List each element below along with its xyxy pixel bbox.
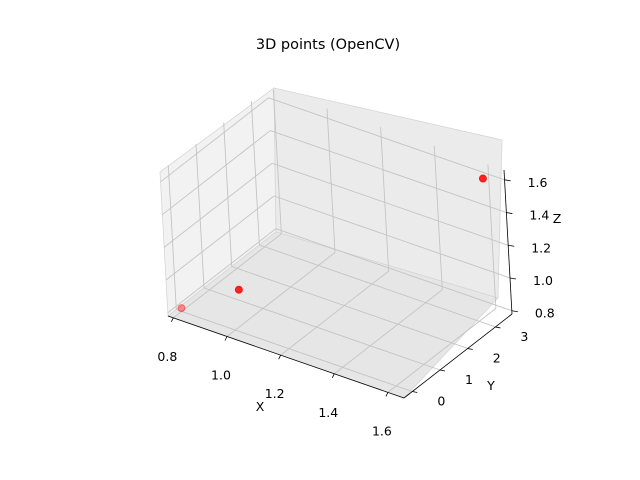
x-tick-label: 0.8	[157, 349, 177, 364]
x-gridline-floor	[173, 233, 282, 319]
z-gridline-back	[268, 97, 505, 181]
y-gridline-floor	[231, 266, 468, 349]
x-axis-line	[167, 315, 405, 399]
z-tick	[504, 179, 511, 182]
z-tick	[506, 212, 513, 214]
x-tick	[331, 373, 335, 378]
data-point	[478, 174, 487, 183]
y-tick-label: 3	[520, 329, 528, 344]
x-gridline-back	[272, 89, 282, 234]
z-gridline-back	[270, 130, 507, 213]
data-point	[234, 285, 243, 294]
y-gridline-floor	[176, 309, 413, 392]
z-tick-label: 1.0	[533, 273, 553, 288]
y-tick-label: 1	[465, 372, 473, 387]
x-tick-label: 1.6	[372, 423, 392, 438]
z-gridline-left	[160, 97, 269, 183]
z-gridline-left	[163, 162, 273, 248]
x-tick	[278, 354, 281, 360]
axes-panes	[159, 87, 503, 399]
z-tick	[509, 277, 517, 280]
x-gridline-floor	[333, 289, 443, 375]
y-gridline-floor	[259, 244, 496, 328]
z-tick-label: 1.2	[531, 240, 551, 255]
y-tick	[412, 391, 418, 393]
chart-title: 3D points (OpenCV)	[256, 37, 400, 53]
z-gridline-left	[167, 228, 277, 314]
x-gridline-back	[326, 108, 336, 253]
y-tick-label: 0	[437, 394, 445, 409]
y-tick	[439, 369, 446, 372]
y-tick-label: 2	[493, 350, 501, 365]
y-tick	[495, 326, 501, 329]
z-axis-line	[503, 169, 513, 315]
x-tick-label: 1.4	[318, 405, 338, 420]
x-gridline-floor	[226, 252, 336, 337]
axis-ticks: 0.8 1.0 1.2 1.4 1.6 0 1 2 3 0.8 1.0 1.2 1.4 1.6	[157, 175, 554, 439]
grid-lines	[160, 89, 512, 393]
x-tick	[224, 336, 228, 341]
z-axis-label: Z	[553, 211, 562, 226]
x-gridline-back	[433, 145, 443, 290]
y-axis-line	[403, 313, 513, 399]
x-gridline-floor	[280, 270, 389, 356]
x-tick	[385, 392, 389, 397]
x-gridline-back	[487, 164, 497, 309]
x-tick	[171, 317, 174, 323]
x-gridline-floor	[387, 308, 497, 393]
z-gridline-back	[272, 162, 509, 246]
y-tick	[467, 348, 473, 350]
x-tick-label: 1.2	[265, 386, 285, 401]
x-axis-label: X	[256, 399, 265, 414]
data-points	[177, 174, 487, 313]
z-gridline-left	[162, 130, 271, 215]
z-tick-label: 0.8	[535, 306, 555, 321]
data-point	[177, 304, 186, 313]
x-gridline-back	[380, 127, 390, 272]
z-gridline-left	[165, 195, 275, 281]
y-gridline-left	[250, 100, 260, 245]
x-tick-label: 1.0	[211, 368, 231, 383]
z-gridline-back	[273, 195, 511, 279]
y-axis-label: Y	[486, 378, 495, 393]
z-tick	[511, 310, 518, 313]
z-tick-label: 1.6	[528, 175, 548, 190]
z-tick-label: 1.4	[529, 208, 549, 223]
y-gridline-floor	[203, 287, 441, 371]
y-gridline-left	[167, 165, 177, 310]
y-gridline-left	[223, 122, 233, 267]
z-tick	[508, 244, 515, 247]
axis-lines	[167, 169, 513, 399]
z-gridline-back	[275, 228, 512, 312]
y-gridline-left	[195, 143, 205, 289]
